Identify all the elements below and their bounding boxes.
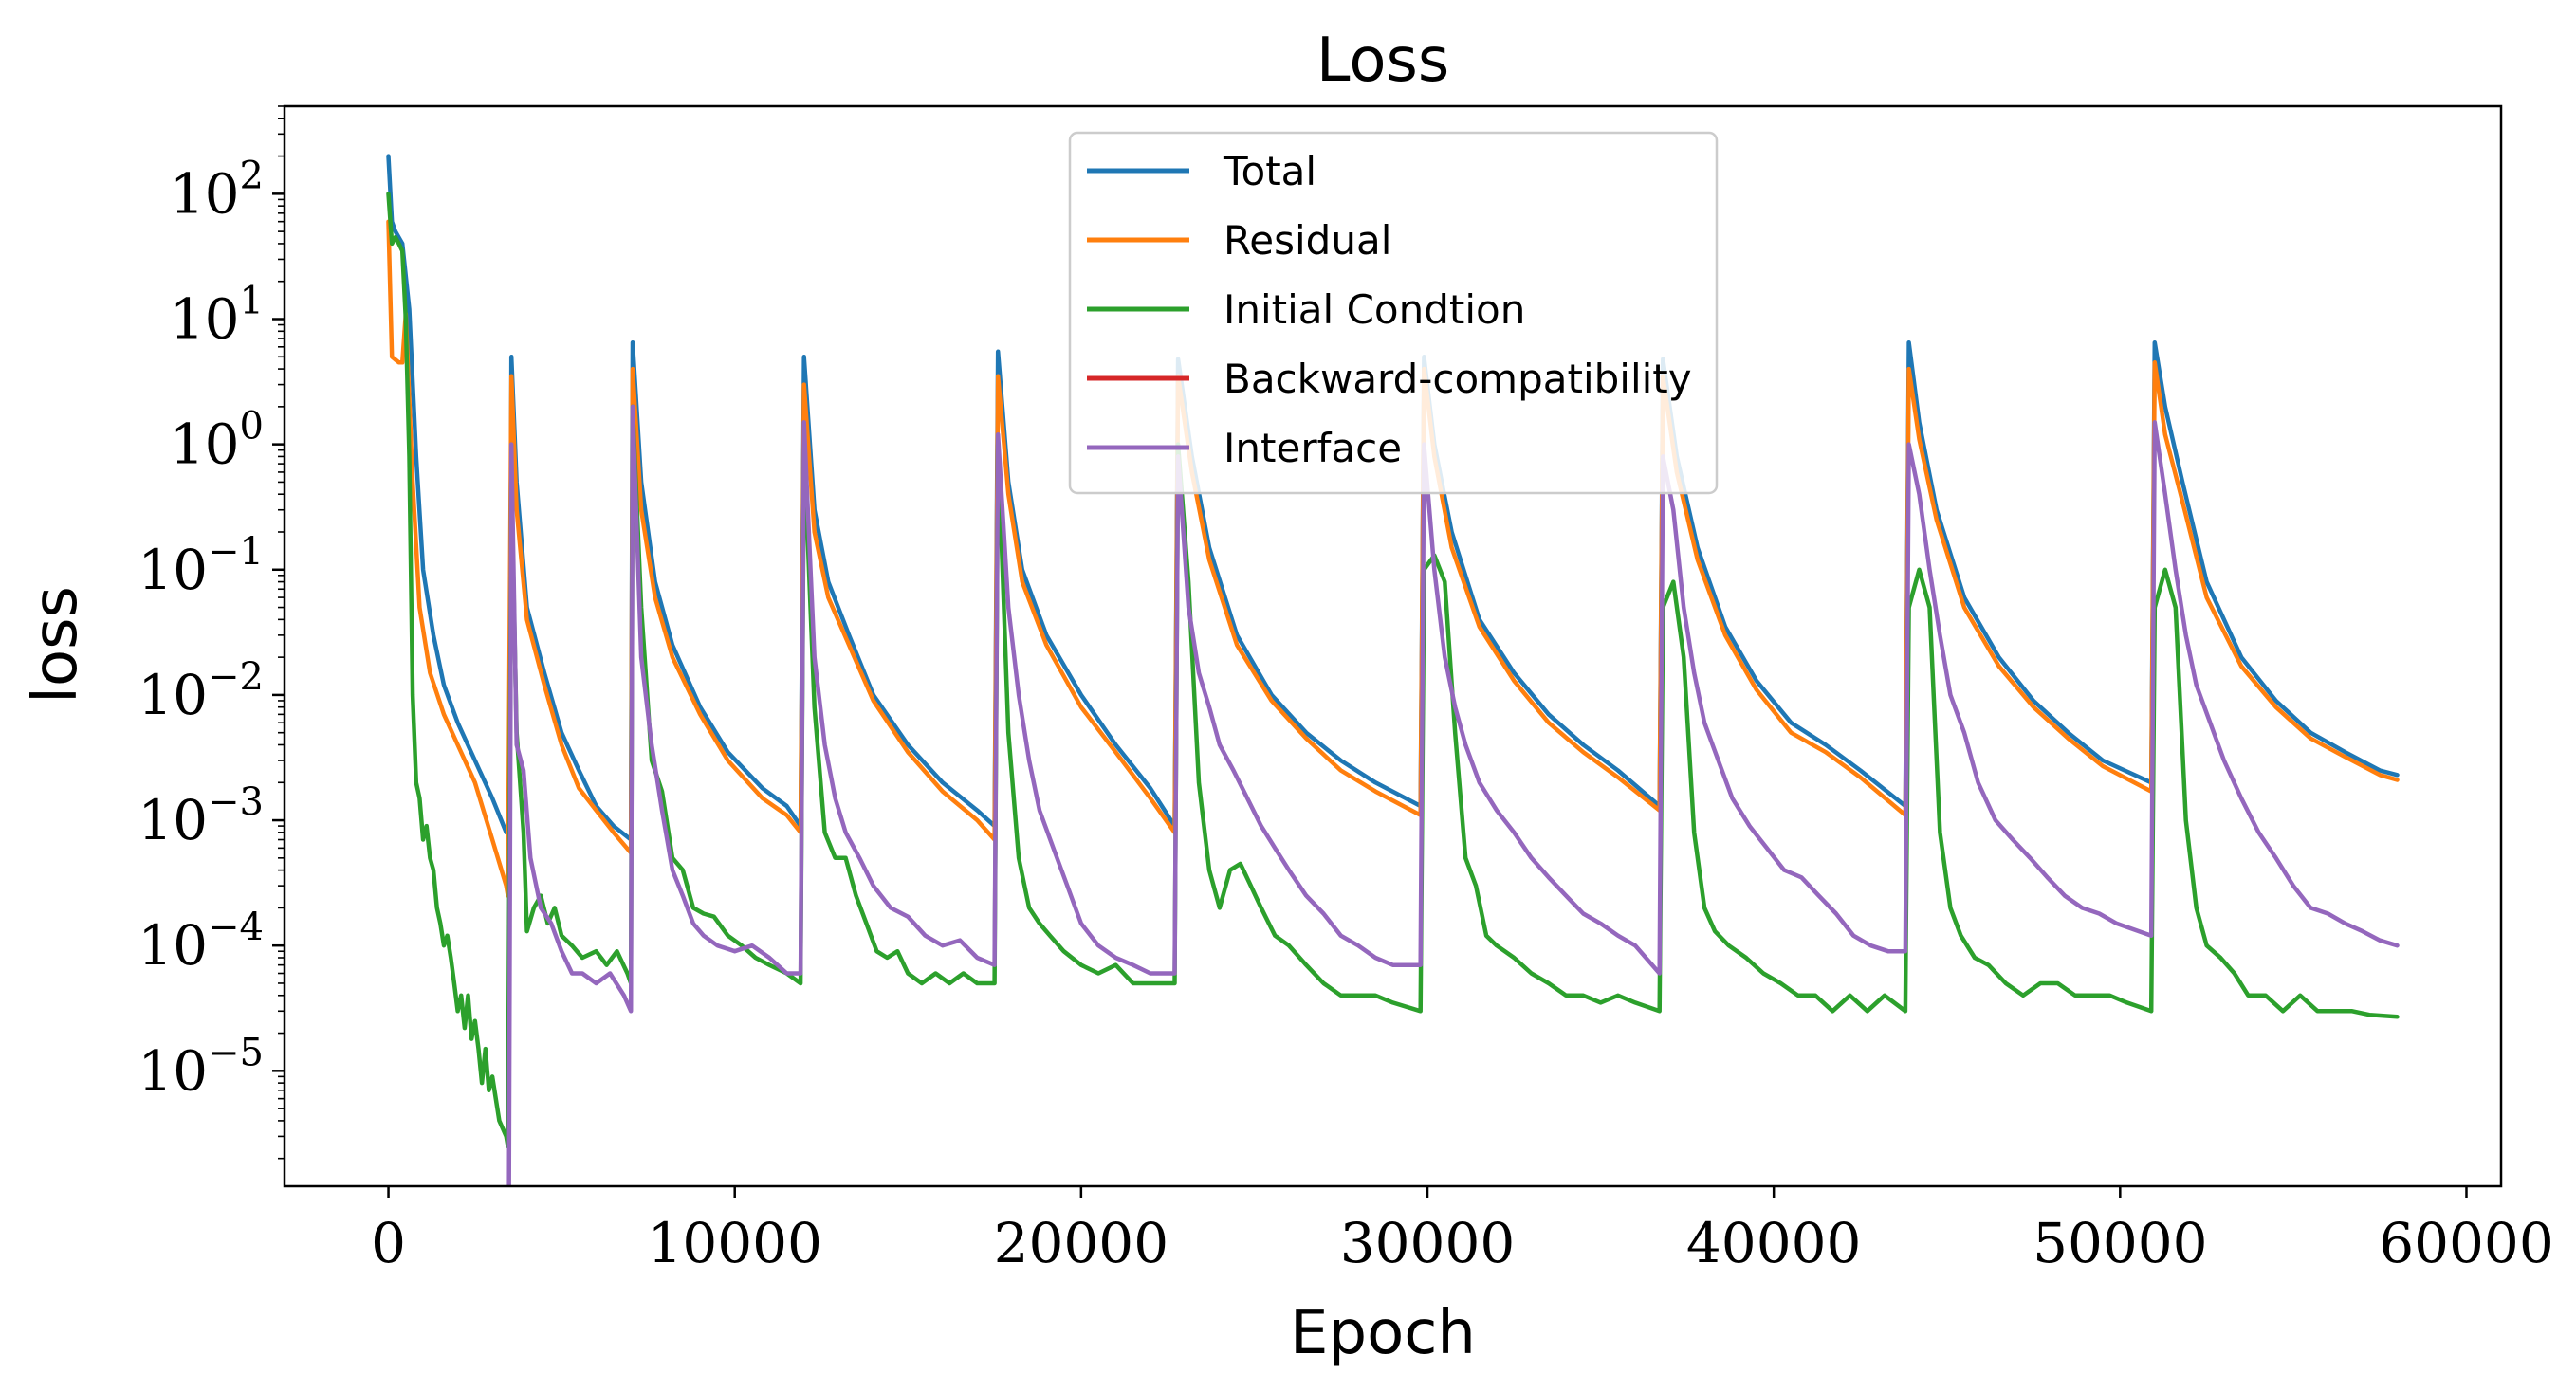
x-tick-label: 10000 [647, 1211, 822, 1275]
plot-frame [283, 104, 2503, 1188]
x-tick-label: 0 [371, 1211, 406, 1275]
series-line-residual [386, 219, 2400, 898]
x-tick-label: 50000 [2033, 1211, 2208, 1275]
y-tick-label: 10−4 [138, 906, 264, 978]
legend-entry-label: Residual [1224, 217, 1391, 264]
y-axis-label: loss [21, 586, 91, 704]
legend: Total Residual Initial Condtion Backward-co… [1068, 131, 1719, 495]
y-tick-label: 10−5 [138, 1031, 264, 1103]
legend-box [1068, 131, 1719, 495]
series-layer [386, 154, 2400, 1186]
y-tick-label: 101 [170, 279, 264, 351]
legend-entry-label: Interface [1224, 425, 1402, 471]
x-tick-label: 30000 [1340, 1211, 1516, 1275]
y-tick-label: 10−3 [138, 780, 264, 852]
legend-entry-label: Initial Condtion [1224, 286, 1525, 333]
x-axis-label: Epoch [1290, 1298, 1476, 1368]
y-tick-label: 100 [170, 405, 264, 477]
legend-entry-label: Backward-compatibility [1224, 356, 1692, 402]
series-line-initial-condtion [386, 192, 2400, 1149]
legend-entry-label: Total [1223, 148, 1316, 194]
y-tick-label: 10−1 [138, 530, 264, 602]
y-axis-ticks: 102 101 100 10−1 10−2 10−3 10−4 10−5 [138, 105, 285, 1160]
x-axis-ticks: 0 10000 20000 30000 40000 50000 60000 [371, 1186, 2554, 1275]
x-tick-label: 40000 [1686, 1211, 1862, 1275]
series-line-interface [506, 404, 2400, 1186]
chart-title: Loss [1316, 26, 1449, 96]
y-tick-label: 10−2 [138, 655, 264, 727]
y-tick-label: 102 [170, 154, 264, 226]
x-tick-label: 20000 [994, 1211, 1169, 1275]
x-tick-label: 60000 [2379, 1211, 2554, 1275]
